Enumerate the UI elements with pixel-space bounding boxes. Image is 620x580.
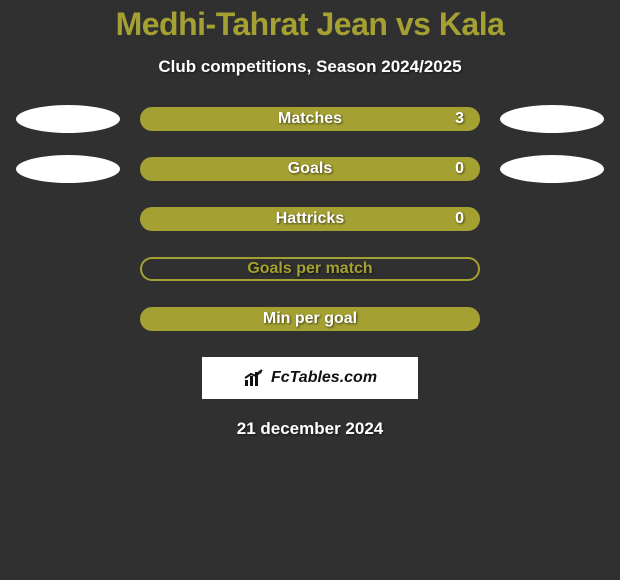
- stat-bar: Goals per match: [140, 257, 480, 281]
- stat-row-matches: Matches 3: [0, 105, 620, 133]
- stat-label: Hattricks: [276, 210, 344, 228]
- source-badge: FcTables.com: [202, 357, 418, 399]
- left-ellipse: [16, 155, 120, 183]
- left-ellipse: [16, 105, 120, 133]
- chart-icon: [243, 368, 265, 388]
- stat-value-right: 0: [455, 210, 464, 228]
- page-title: Medhi-Tahrat Jean vs Kala: [0, 6, 620, 43]
- right-ellipse: [500, 105, 604, 133]
- stat-label: Goals: [288, 160, 332, 178]
- badge-text: FcTables.com: [271, 369, 377, 387]
- infographic-container: Medhi-Tahrat Jean vs Kala Club competiti…: [0, 0, 620, 580]
- stat-label: Matches: [278, 110, 342, 128]
- stat-bar: Goals 0: [140, 157, 480, 181]
- stat-rows: Matches 3 Goals 0 Hattricks 0: [0, 105, 620, 333]
- stat-row-goals: Goals 0: [0, 155, 620, 183]
- subtitle: Club competitions, Season 2024/2025: [0, 57, 620, 77]
- stat-bar: Hattricks 0: [140, 207, 480, 231]
- stat-row-hattricks: Hattricks 0: [0, 205, 620, 233]
- stat-value-right: 3: [455, 110, 464, 128]
- stat-bar: Min per goal: [140, 307, 480, 331]
- stat-label: Min per goal: [263, 310, 357, 328]
- stat-bar: Matches 3: [140, 107, 480, 131]
- stat-row-min-per-goal: Min per goal: [0, 305, 620, 333]
- stat-label: Goals per match: [247, 260, 372, 278]
- right-ellipse: [500, 155, 604, 183]
- stat-value-right: 0: [455, 160, 464, 178]
- stat-row-goals-per-match: Goals per match: [0, 255, 620, 283]
- date-text: 21 december 2024: [0, 419, 620, 439]
